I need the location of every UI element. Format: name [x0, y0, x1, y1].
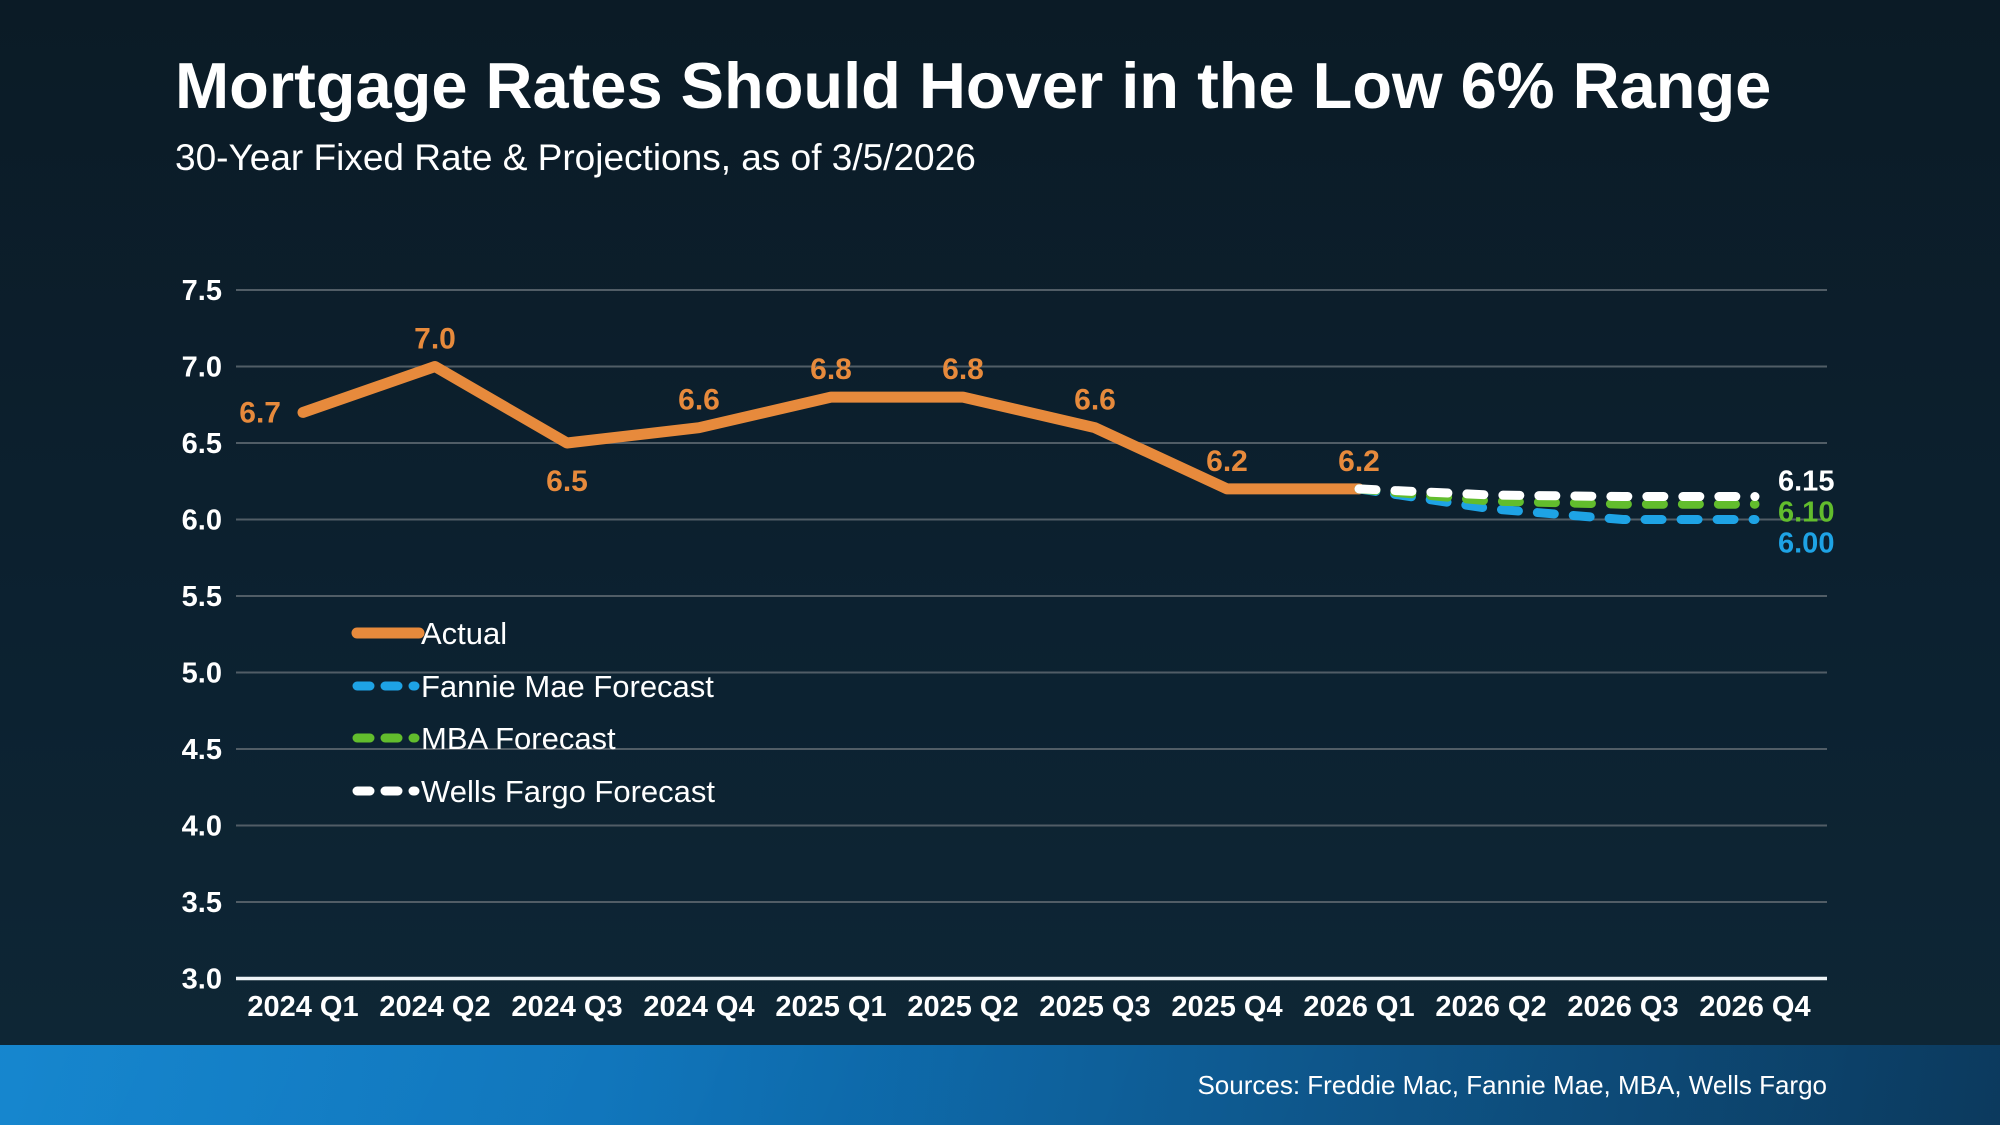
y-tick-label: 4.5 — [182, 734, 222, 766]
y-tick-label: 4.0 — [182, 811, 222, 843]
y-tick-label: 6.5 — [182, 428, 222, 460]
y-tick-label: 3.5 — [182, 887, 222, 919]
x-tick-label: 2025 Q1 — [775, 991, 886, 1023]
x-tick-label: 2025 Q2 — [907, 991, 1018, 1023]
data-label-actual-2024-q1: 6.7 — [239, 396, 281, 429]
sources-text: Sources: Freddie Mac, Fannie Mae, MBA, W… — [1197, 1070, 1827, 1100]
data-label-actual-2024-q2: 7.0 — [414, 323, 456, 356]
chart-header: Mortgage Rates Should Hover in the Low 6… — [175, 49, 1772, 179]
series-layer — [297, 361, 1760, 524]
axis-labels-layer: 7.5 7.0 6.5 6.0 5.5 5.0 4.5 4.0 3.5 3.0 2024 Q1 202… — [182, 275, 1811, 1023]
series-line-actual — [297, 361, 1365, 495]
legend-item-wells-fargo-forecast: Wells Fargo Forecast — [352, 774, 715, 809]
data-label-actual-2024-q3: 6.5 — [546, 465, 588, 498]
legend-label-mba-forecast: MBA Forecast — [421, 721, 616, 756]
series-line-wells-fargo-forecast — [1354, 484, 1760, 502]
y-tick-label: 7.5 — [182, 275, 222, 307]
gridlines-layer — [236, 289, 1827, 981]
legend-label-actual: Actual — [421, 616, 507, 651]
legend-item-actual: Actual — [351, 616, 507, 651]
x-tick-label: 2024 Q1 — [247, 991, 358, 1023]
chart-legend: Actual Fannie Mae Forecast MBA Forecast Wel… — [351, 616, 715, 809]
y-tick-label: 7.0 — [182, 352, 222, 384]
footer-gradient-overlay — [0, 1045, 2000, 1125]
page-title: Mortgage Rates Should Hover in the Low 6… — [175, 49, 1772, 122]
legend-label-wells-fargo-forecast: Wells Fargo Forecast — [421, 774, 715, 809]
point-labels-layer: 6.7 7.0 6.5 6.6 6.8 6.8 6.6 6.2 6.2 6.156.106.00 — [239, 323, 1834, 560]
data-label-actual-2026-q1: 6.2 — [1338, 445, 1380, 478]
legend-item-fannie-mae-forecast: Fannie Mae Forecast — [352, 669, 714, 704]
x-tick-label: 2026 Q4 — [1699, 991, 1810, 1023]
y-tick-label: 5.5 — [182, 581, 222, 613]
data-label-actual-2025-q2: 6.8 — [942, 353, 984, 386]
data-label-actual-2024-q4: 6.6 — [678, 384, 720, 417]
series-end-label-wells-fargo-forecast: 6.15 — [1778, 466, 1834, 498]
y-tick-label: 5.0 — [182, 658, 222, 690]
y-tick-label: 3.0 — [182, 964, 222, 996]
data-label-actual-2025-q4: 6.2 — [1206, 445, 1248, 478]
series-line-fannie-mae-forecast — [1354, 484, 1760, 524]
x-tick-label: 2026 Q3 — [1567, 991, 1678, 1023]
series-line-mba-forecast — [1354, 484, 1760, 509]
legend-label-fannie-mae-forecast: Fannie Mae Forecast — [421, 669, 714, 704]
x-tick-label: 2026 Q1 — [1303, 991, 1414, 1023]
series-end-label-mba-forecast: 6.10 — [1778, 497, 1834, 529]
y-tick-label: 6.0 — [182, 505, 222, 537]
x-tick-label: 2024 Q4 — [643, 991, 754, 1023]
x-tick-label: 2025 Q3 — [1039, 991, 1150, 1023]
legend-item-mba-forecast: MBA Forecast — [352, 721, 616, 756]
page-subtitle: 30-Year Fixed Rate & Projections, as of … — [175, 136, 976, 178]
footer-bar: Sources: Freddie Mac, Fannie Mae, MBA, W… — [0, 1045, 2000, 1125]
x-tick-label: 2024 Q3 — [511, 991, 622, 1023]
series-end-label-fannie-mae-forecast: 6.00 — [1778, 528, 1834, 560]
x-tick-label: 2025 Q4 — [1171, 991, 1282, 1023]
x-tick-label: 2024 Q2 — [379, 991, 490, 1023]
x-tick-label: 2026 Q2 — [1435, 991, 1546, 1023]
data-label-actual-2025-q1: 6.8 — [810, 353, 852, 386]
data-label-actual-2025-q3: 6.6 — [1074, 384, 1116, 417]
